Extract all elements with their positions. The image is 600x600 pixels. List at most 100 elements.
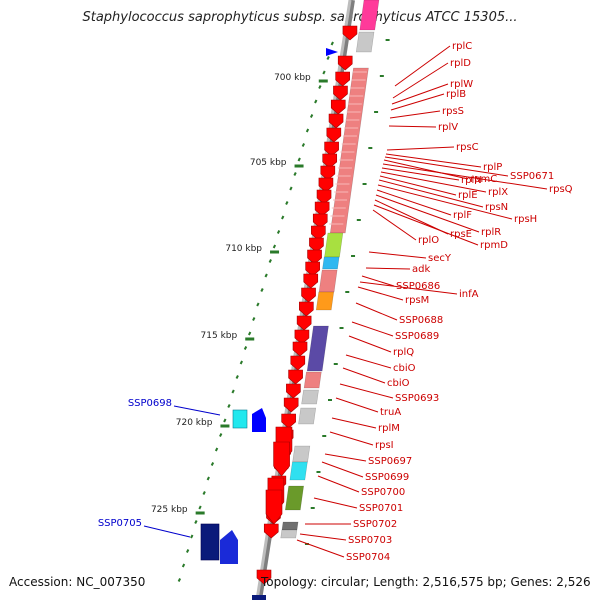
forward-gene-arrow xyxy=(294,329,310,345)
forward-gene-label: rpsQ xyxy=(549,184,573,195)
forward-label-leader xyxy=(342,367,386,384)
forward-gene-label: rpsI xyxy=(375,440,394,451)
forward-gene-arrow xyxy=(299,301,314,317)
forward-gene-label: SSP0702 xyxy=(353,519,397,530)
forward-gene-arrow xyxy=(296,315,312,331)
forward-gene-arrow xyxy=(286,383,301,399)
forward-gene-arrow xyxy=(328,113,344,129)
forward-gene-label: SSP0686 xyxy=(396,281,440,292)
scale-dot xyxy=(330,41,334,46)
scale-dot xyxy=(268,259,272,263)
forward-gene-arrow xyxy=(318,177,334,193)
scale-dot xyxy=(198,505,202,510)
scale-dot xyxy=(223,418,227,423)
forward-gene-label: SSP0701 xyxy=(359,503,403,514)
forward-label-leader xyxy=(345,354,392,369)
map-title: Staphylococcus saprophyticus subsp. sapr… xyxy=(82,10,518,25)
forward-gene-label: SSP0689 xyxy=(395,331,439,342)
forward-label-leader xyxy=(357,286,404,301)
forward-gene-arrow xyxy=(309,237,324,253)
reverse-gene-label: SSP0698 xyxy=(128,398,172,409)
forward-gene-label: rplB xyxy=(446,89,466,100)
forward-gene-arrow xyxy=(273,441,290,477)
forward-gene-arrow xyxy=(312,213,328,229)
forward-label-leader xyxy=(365,267,411,270)
scale-label: 705 kbp xyxy=(250,158,287,168)
forward-gene-label: SSP0699 xyxy=(365,472,409,483)
scale-dot xyxy=(322,70,326,75)
scale-dot xyxy=(235,375,239,379)
forward-label-leader xyxy=(348,335,392,353)
forward-gene-label: rpsS xyxy=(442,106,464,117)
forward-gene-label: SSP0688 xyxy=(399,315,443,326)
forward-label-leader xyxy=(391,83,449,105)
forward-gene-arrow xyxy=(303,273,319,289)
forward-gene-arrow xyxy=(311,225,326,241)
forward-gene-arrow xyxy=(342,25,358,41)
scale-dot xyxy=(314,99,318,104)
forward-gene-arrow xyxy=(305,261,320,277)
feature-block xyxy=(306,325,329,372)
feature-block xyxy=(355,31,375,53)
forward-label-leader xyxy=(375,194,480,233)
forward-gene-arrow xyxy=(265,489,283,525)
feature-block xyxy=(281,521,299,531)
forward-gene-label: infA xyxy=(459,289,479,300)
scale-label: 725 kbp xyxy=(151,505,188,515)
forward-label-leader xyxy=(392,62,449,99)
forward-gene-label: rplN xyxy=(461,175,482,186)
forward-gene-label: rpsE xyxy=(450,229,472,240)
scale-dot xyxy=(293,172,297,176)
scale-dot xyxy=(305,128,310,133)
feature-block xyxy=(285,485,304,511)
forward-label-leader xyxy=(381,167,460,181)
forward-gene-arrow xyxy=(314,201,330,217)
forward-label-leader xyxy=(372,209,417,241)
scale-dot xyxy=(227,404,231,408)
forward-gene-arrow xyxy=(256,569,272,585)
forward-label-leader xyxy=(299,533,347,541)
forward-gene-label: rplR xyxy=(481,227,501,238)
forward-gene-label: rpsC xyxy=(456,142,479,153)
feature-block xyxy=(303,371,322,389)
forward-label-leader xyxy=(383,159,469,180)
forward-gene-label: rplE xyxy=(458,190,478,201)
scale-dot xyxy=(185,549,190,553)
forward-label-leader xyxy=(361,275,395,287)
forward-gene-arrow xyxy=(320,165,336,181)
scale-dot xyxy=(181,563,186,568)
forward-label-leader xyxy=(359,281,458,295)
forward-gene-label: secY xyxy=(428,253,452,264)
feature-block xyxy=(280,529,298,539)
forward-label-leader xyxy=(382,163,548,190)
scale-dot xyxy=(202,491,206,495)
scale-dot xyxy=(252,317,256,321)
scale-dot xyxy=(318,85,322,89)
forward-gene-label: rplX xyxy=(488,187,508,198)
forward-gene-arrow xyxy=(326,127,342,143)
scale-dot xyxy=(239,360,244,365)
forward-label-leader xyxy=(379,175,457,196)
scale-dot xyxy=(256,302,260,307)
scale-dot xyxy=(285,201,289,205)
scale-dot xyxy=(206,476,210,481)
scale-dot xyxy=(177,578,182,582)
forward-label-leader xyxy=(373,204,479,246)
forward-label-leader xyxy=(377,184,513,220)
forward-gene-arrow xyxy=(324,141,339,157)
forward-label-leader xyxy=(378,179,484,208)
reverse-gene-block xyxy=(252,595,266,600)
scale-dot xyxy=(190,534,194,539)
scale-dot xyxy=(247,331,252,336)
scale-dot xyxy=(326,56,330,60)
scale-dot xyxy=(281,215,285,220)
forward-gene-label: SSP0704 xyxy=(346,552,390,563)
feature-block xyxy=(322,256,340,270)
reverse-label-leader xyxy=(143,525,191,538)
scale-dot xyxy=(260,288,264,292)
feature-block xyxy=(298,407,317,425)
forward-gene-label: SSP0671 xyxy=(510,171,554,182)
forward-gene-arrow xyxy=(292,341,308,357)
forward-label-leader xyxy=(335,397,379,413)
forward-gene-label: rplF xyxy=(453,210,472,221)
